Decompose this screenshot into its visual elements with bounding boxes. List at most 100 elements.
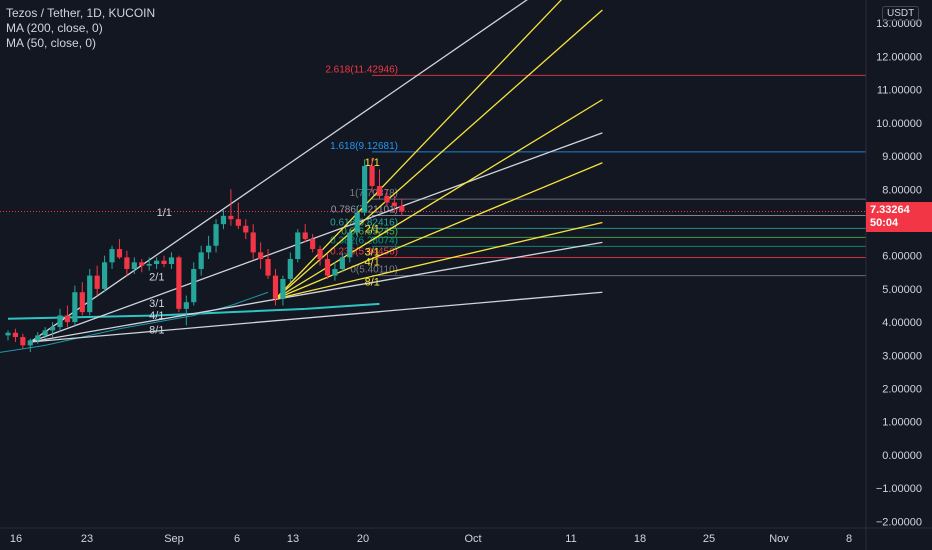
candle-body — [146, 264, 152, 266]
currency-badge[interactable]: USDT — [882, 6, 920, 21]
gann-fan-white-label: 4/1 — [149, 310, 164, 322]
candle-body — [12, 332, 19, 338]
candle-body — [183, 302, 189, 309]
candle-body — [27, 340, 33, 346]
candle-body — [191, 268, 197, 303]
x-tick-label: Oct — [464, 533, 481, 545]
ma200-label: MA (200, close, 0) — [6, 21, 103, 35]
candle-body — [302, 232, 308, 240]
last-price-value: 7.33264 — [870, 204, 910, 216]
candle-body — [116, 249, 123, 258]
gann-fan-white-line — [30, 241, 603, 343]
x-tick-label: 16 — [10, 533, 22, 545]
gann-fan-white-label: 3/1 — [149, 298, 164, 310]
y-tick-label: 1.00000 — [882, 417, 922, 429]
candle-body — [176, 257, 182, 309]
gann-fan-white-label: 1/1 — [157, 207, 172, 219]
y-tick-label: 8.00000 — [882, 184, 922, 196]
candle-body — [161, 260, 167, 264]
x-tick-label: 11 — [565, 533, 576, 545]
y-tick-label: 12.00000 — [876, 51, 922, 63]
candle-body — [258, 252, 264, 260]
candle-body — [42, 330, 48, 336]
candle-body — [213, 224, 219, 246]
candle-body — [198, 252, 204, 269]
candle-body — [87, 275, 93, 313]
candle-body — [324, 259, 331, 276]
ma50-label: MA (50, close, 0) — [6, 36, 97, 50]
gann-fan-white-line — [30, 132, 603, 343]
candle-body — [369, 166, 375, 186]
last-price-tag: 7.33264 50:04 — [866, 202, 932, 232]
candle-body — [109, 249, 115, 263]
y-tick-label: 3.00000 — [882, 350, 922, 362]
candle-body — [280, 278, 286, 299]
fib-level-label: 0.382(6.28074) — [330, 235, 398, 246]
candle-body — [49, 327, 56, 331]
fib-level-label: 2.618(11.42946) — [325, 64, 398, 75]
fib-level-label: 0.5(6.55245) — [341, 226, 398, 237]
candle-body — [72, 292, 78, 323]
candle-body — [124, 257, 130, 269]
candle-body — [376, 185, 383, 196]
gann-fan-white-line — [29, 0, 528, 343]
gann-fan-white-label: 8/1 — [149, 325, 164, 337]
candle-body — [250, 232, 256, 253]
gann-fan-yellow-line — [275, 221, 603, 300]
candle-body — [57, 315, 63, 328]
y-tick-label: 2.00000 — [882, 384, 922, 396]
candle-body — [332, 268, 338, 276]
y-tick-label: 13.00000 — [876, 18, 922, 30]
candle-body — [287, 259, 293, 279]
fib-level-label: 0(5.40110) — [350, 265, 398, 276]
fib-level-label: 1(7.70378) — [350, 188, 398, 199]
y-tick-label: 11.00000 — [877, 85, 922, 97]
x-tick-label: Nov — [769, 533, 789, 545]
candle-body — [154, 260, 160, 264]
candle-body — [220, 215, 227, 225]
y-tick-label: 4.00000 — [882, 317, 922, 329]
candle-body — [295, 232, 301, 260]
y-tick-label: 5.00000 — [882, 284, 922, 296]
x-tick-label: 8 — [846, 533, 852, 545]
candle-body — [79, 292, 85, 313]
x-tick-label: 23 — [81, 533, 93, 545]
x-tick-label: Sep — [164, 533, 184, 545]
y-tick-label: 9.00000 — [882, 151, 922, 163]
gann-fan-white-line — [30, 291, 603, 343]
candle-body — [310, 239, 316, 250]
gann-fan-white-label: 2/1 — [149, 272, 164, 284]
chart-legend: Tezos / Tether, 1D, KUCOIN MA (200, clos… — [6, 6, 155, 51]
x-tick-label: 18 — [634, 533, 646, 545]
candle-body — [243, 225, 249, 233]
ma50-line — [0, 291, 269, 353]
candle-body — [384, 195, 390, 203]
candle-body — [168, 257, 175, 264]
y-tick-label: 10.00000 — [876, 118, 922, 130]
plot-area: 2.618(11.42946) 1.618(9.12681) 1(7.70378) 0… — [0, 0, 866, 353]
x-tick-label: 13 — [287, 533, 299, 545]
symbol-title: Tezos / Tether, 1D, KUCOIN — [6, 6, 156, 20]
bar-countdown: 50:04 — [870, 217, 899, 229]
candle-body — [272, 275, 279, 299]
candle-body — [317, 249, 323, 260]
gann-fan-yellow-line — [275, 9, 603, 300]
gann-fan-yellow-line — [275, 0, 563, 300]
candle-body — [101, 262, 108, 289]
candle-body — [206, 245, 212, 253]
candle-body — [391, 202, 397, 206]
gann-fan-yellow-label: 3/1 — [365, 247, 380, 259]
y-tick-label: 6.00000 — [882, 251, 922, 263]
candle-body — [131, 262, 137, 269]
x-tick-label: 25 — [703, 533, 715, 545]
candle-body — [265, 259, 271, 276]
y-tick-label: 0.00000 — [882, 450, 922, 462]
fib-level-label: 0.236(5.94456) — [330, 247, 398, 258]
candle-body — [347, 232, 353, 258]
candle-body — [20, 337, 26, 346]
candle-body — [5, 332, 11, 336]
candle-body — [35, 335, 41, 341]
candle-body — [362, 166, 368, 213]
